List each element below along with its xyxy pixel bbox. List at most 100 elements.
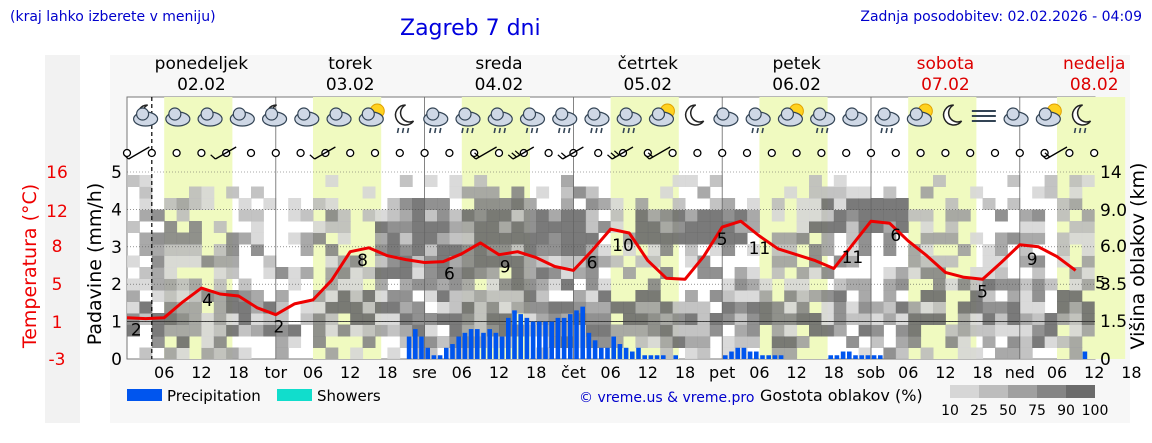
- cloud-icon: [294, 107, 320, 127]
- cloud-cell: [1032, 221, 1046, 233]
- cloud-cell: [895, 347, 909, 359]
- wind-barb: [470, 146, 497, 160]
- wind-calm-marker: [990, 148, 1000, 158]
- cloud-cell: [189, 255, 202, 268]
- cloud-cell: [139, 267, 153, 279]
- cloud-cell: [337, 267, 351, 279]
- cloud-cell: [263, 267, 277, 279]
- cloud-cell: [151, 278, 165, 291]
- cloud-cell: [982, 301, 996, 314]
- cloud-cell: [796, 209, 810, 222]
- precip-bar: [431, 355, 437, 359]
- cloud-cell: [722, 209, 736, 222]
- cloud-cell: [424, 278, 438, 291]
- cloud-cell: [238, 198, 252, 210]
- wind-calm-marker: [147, 148, 156, 158]
- rain-drop: [406, 127, 410, 134]
- rain-drop: [466, 127, 469, 134]
- cloud-cell: [424, 244, 438, 256]
- rain-drop: [751, 127, 754, 134]
- cloud-cell: [1019, 232, 1033, 245]
- cloud-cell: [461, 221, 475, 233]
- cloud-cell: [970, 301, 984, 314]
- cloud-cell: [672, 232, 686, 245]
- cloud-cell: [833, 186, 847, 199]
- cloud-cell: [412, 313, 426, 325]
- cloud-cell: [449, 232, 463, 245]
- cloud-legend-title: Gostota oblakov (%): [760, 386, 923, 405]
- cloud-cell: [722, 244, 736, 256]
- cloud-cell: [176, 347, 190, 359]
- cloud-cell: [536, 186, 550, 199]
- cloud-cell: [461, 209, 475, 222]
- cloud-cell: [709, 175, 723, 187]
- cloud-cell: [920, 267, 934, 279]
- cloud-shape: [361, 107, 375, 121]
- cloud-cell: [821, 313, 835, 325]
- cloud-cell: [164, 232, 178, 245]
- wind-feather: [507, 154, 514, 160]
- cloud-cell: [561, 186, 574, 199]
- precip-bar: [549, 321, 554, 359]
- cloud-cell: [151, 255, 165, 268]
- cloud-cell: [982, 255, 996, 268]
- cloud-cell: [536, 347, 550, 359]
- cloud-cell: [474, 186, 488, 199]
- cloud-height-tick: 14: [1100, 163, 1122, 183]
- cloud-cell: [337, 324, 351, 337]
- cloud-cell: [970, 347, 984, 359]
- cloud-cell: [908, 336, 922, 348]
- cloud-cell: [313, 198, 326, 210]
- cloud-shape: [490, 107, 504, 121]
- x-tick: 12: [1084, 363, 1104, 382]
- cloud-cell: [1069, 198, 1083, 210]
- cloud-cell: [139, 347, 153, 359]
- region-note: (kraj lahko izberete v meniju): [10, 9, 216, 25]
- wind-feather: [1041, 154, 1047, 160]
- cloud-cell: [486, 301, 500, 314]
- cloud-cell: [647, 221, 661, 233]
- cloud-cell: [511, 267, 525, 279]
- cloud-cell: [982, 198, 996, 210]
- rain-drop: [632, 127, 635, 134]
- cloud-cell: [660, 209, 674, 222]
- cloud-cell: [499, 301, 512, 314]
- cloud-cell: [288, 278, 302, 291]
- cloud-cell: [1081, 232, 1095, 245]
- cloud-cell: [573, 290, 587, 302]
- cloud-cell: [1069, 336, 1083, 348]
- cloud-cell: [1057, 209, 1070, 222]
- cloud-cell: [151, 324, 165, 337]
- cloud-cell: [585, 255, 599, 268]
- rain-cloud-icon: [423, 107, 449, 134]
- cloud-cell: [771, 301, 785, 314]
- cloud-shape: [426, 107, 440, 121]
- cloud-cell: [933, 301, 946, 314]
- precip-bar: [847, 351, 852, 359]
- rain-drop: [525, 127, 529, 134]
- precip-bar: [853, 355, 858, 359]
- cloud-cell: [759, 313, 773, 325]
- cloud-cell: [387, 267, 401, 279]
- cloud-cell: [412, 209, 426, 222]
- sun-cloud-icon: [358, 103, 385, 127]
- cloud-cell: [610, 324, 624, 337]
- cloud-cell: [672, 324, 686, 337]
- cloud-cell: [957, 336, 971, 348]
- cloud-cell: [933, 175, 946, 187]
- cloud-cell: [858, 324, 872, 337]
- wind-calm-marker: [594, 148, 603, 158]
- wind-feather: [123, 154, 130, 160]
- cloud-shape: [813, 107, 827, 121]
- cloud-cell: [1057, 290, 1070, 302]
- cloud-cell: [1032, 301, 1046, 314]
- cloud-cell: [288, 267, 302, 279]
- precip-bar: [642, 355, 647, 359]
- cloud-cell: [127, 301, 140, 314]
- precip-bar: [580, 306, 585, 359]
- precip-bar: [524, 317, 530, 359]
- cloud-cell: [821, 324, 835, 337]
- cloud-cell: [722, 347, 736, 359]
- cloud-cell: [350, 255, 364, 268]
- rain-drop: [396, 127, 400, 134]
